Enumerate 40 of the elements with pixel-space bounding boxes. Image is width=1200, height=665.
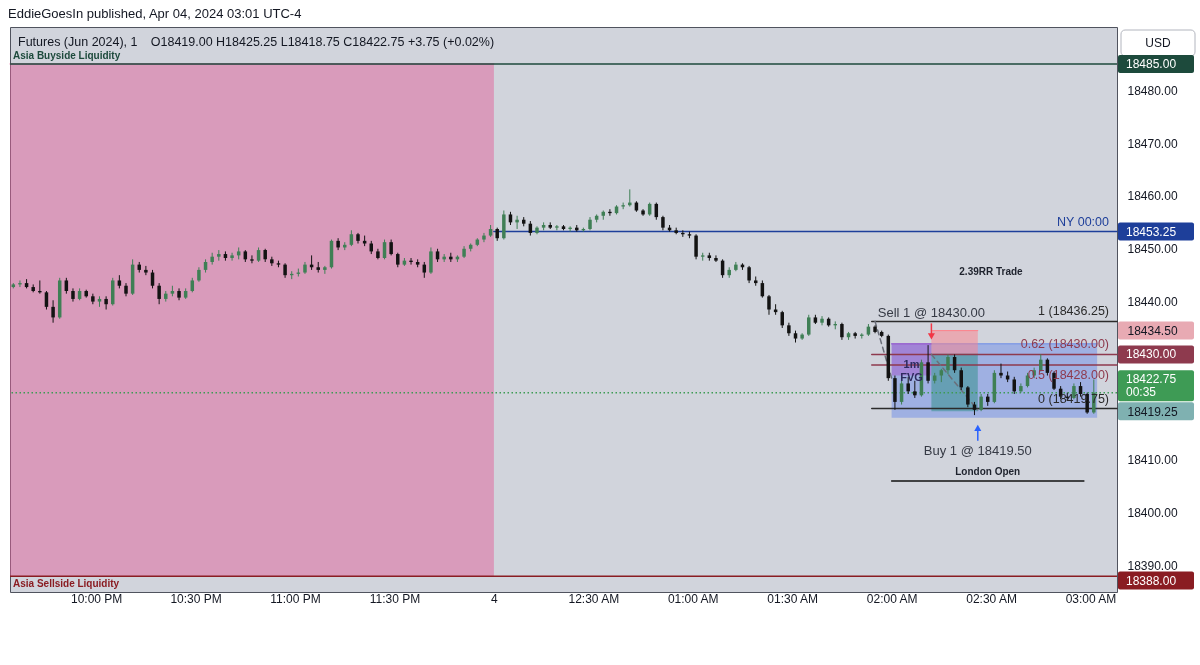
- x-tick-label: 02:00 AM: [866, 591, 918, 606]
- x-tick-label: 02:30 AM: [966, 591, 1017, 606]
- series-label: 0.62 (18430.00): [1020, 337, 1109, 352]
- ref-line-label: Asia Sellside Liquidity: [13, 578, 120, 590]
- y-tick-label: 18460.00: [1127, 189, 1178, 204]
- x-tick-label: 10:00 PM: [70, 591, 123, 606]
- text: EddieGoesIn published, Apr 04, 2024 03:01 UTC-4: [8, 6, 302, 21]
- y-tick-label: 18434.50: [1127, 324, 1178, 339]
- x-tick-label: 12:30 AM: [568, 591, 620, 606]
- text: O18419.00 H18425.25 L18418.75 C18422.75 +3.75 (+0.02%): [150, 35, 495, 49]
- y-tick-label: 18400.00: [1127, 506, 1178, 521]
- annotation: 18430.00: [1126, 347, 1177, 362]
- y-axis-title: USD: [1145, 36, 1171, 50]
- annotation: 00:35: [1126, 385, 1157, 400]
- x-tick-label: 11:00 PM: [270, 591, 321, 606]
- ref-line-label: Asia Buyside Liquidity: [13, 49, 121, 61]
- y-tick-label: 18440.00: [1127, 295, 1178, 310]
- x-tick-label: 10:30 PM: [170, 591, 222, 606]
- annotation: Sell 1 @ 18430.00: [877, 305, 985, 321]
- x-tick-label: 01:00 AM: [667, 591, 719, 606]
- x-tick-label: 4: [491, 591, 499, 606]
- y-tick-label: 18450.00: [1127, 242, 1178, 257]
- series-label: NY 00:00: [1057, 214, 1110, 229]
- annotation: Buy 1 @ 18419.50: [923, 442, 1032, 458]
- annotation: 18422.75: [1126, 372, 1177, 387]
- text: Futures (Jun 2024), 1: [18, 35, 138, 49]
- y-tick-label: 18410.00: [1127, 453, 1178, 468]
- x-tick-label: 11:30 PM: [369, 591, 421, 606]
- x-tick-label: 01:30 AM: [767, 591, 819, 606]
- y-tick-label: 18480.00: [1127, 83, 1178, 98]
- annotation: London Open: [955, 466, 1021, 478]
- y-tick-label: 18470.00: [1127, 136, 1178, 151]
- annotation: 18453.25: [1126, 224, 1177, 239]
- annotation: 18485.00: [1126, 56, 1177, 71]
- y-tick-label: 18390.00: [1127, 559, 1178, 574]
- annotation: 18388.00: [1126, 573, 1177, 588]
- x-tick-label: 03:00 AM: [1065, 591, 1117, 606]
- series-label: 1 (18436.25): [1038, 304, 1109, 319]
- annotation: 2.39RR Trade: [959, 266, 1024, 277]
- y-tick-label: 18419.25: [1127, 404, 1178, 419]
